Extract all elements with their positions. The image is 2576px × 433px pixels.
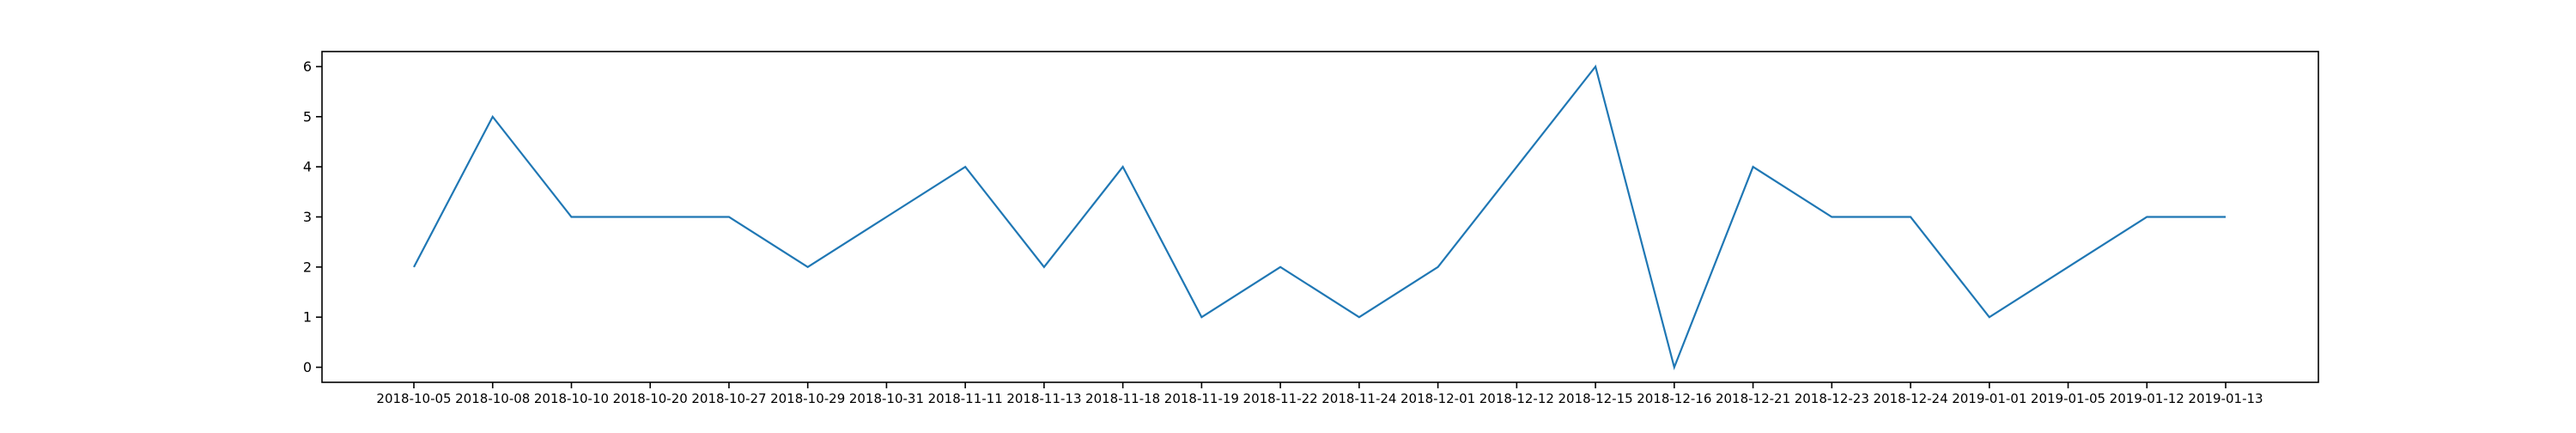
x-tick-label: 2019-01-01 [1952, 391, 2026, 406]
x-axis: 2018-10-05 2018-10-08 2018-10-10 2018-10-20… [376, 382, 2263, 406]
x-tick-label: 2018-12-16 [1637, 391, 1711, 406]
y-tick-label: 0 [303, 359, 312, 375]
x-tick-label: 2018-11-19 [1164, 391, 1239, 406]
y-tick-label: 5 [303, 108, 312, 125]
x-tick-label: 2018-10-08 [455, 391, 530, 406]
x-tick-label: 2018-10-20 [613, 391, 688, 406]
x-tick-label: 2018-12-23 [1795, 391, 1869, 406]
x-tick-label: 2018-11-18 [1085, 391, 1160, 406]
y-axis: 0 1 2 3 4 5 6 [303, 58, 322, 375]
x-tick-label: 2019-01-13 [2188, 391, 2263, 406]
x-tick-label: 2019-01-05 [2031, 391, 2105, 406]
x-tick-label: 2018-10-10 [534, 391, 609, 406]
y-tick-label: 3 [303, 209, 312, 225]
x-tick-label: 2018-10-31 [849, 391, 924, 406]
x-tick-label: 2018-11-22 [1243, 391, 1318, 406]
y-tick-label: 6 [303, 58, 312, 75]
y-tick-label: 2 [303, 259, 312, 275]
x-tick-label: 2018-10-05 [376, 391, 451, 406]
x-tick-label: 2018-12-01 [1400, 391, 1475, 406]
y-tick-label: 1 [303, 309, 312, 326]
x-tick-label: 2018-12-15 [1558, 391, 1632, 406]
x-tick-label: 2018-10-29 [770, 391, 845, 406]
x-tick-label: 2018-11-13 [1006, 391, 1081, 406]
x-tick-label: 2018-12-12 [1479, 391, 1554, 406]
x-tick-label: 2018-10-27 [691, 391, 766, 406]
x-tick-label: 2018-12-24 [1873, 391, 1947, 406]
x-tick-label: 2018-12-21 [1716, 391, 1790, 406]
x-tick-label: 2018-11-11 [928, 391, 1003, 406]
x-tick-label: 2018-11-24 [1321, 391, 1396, 406]
x-tick-label: 2019-01-12 [2110, 391, 2184, 406]
y-tick-label: 4 [303, 159, 312, 175]
